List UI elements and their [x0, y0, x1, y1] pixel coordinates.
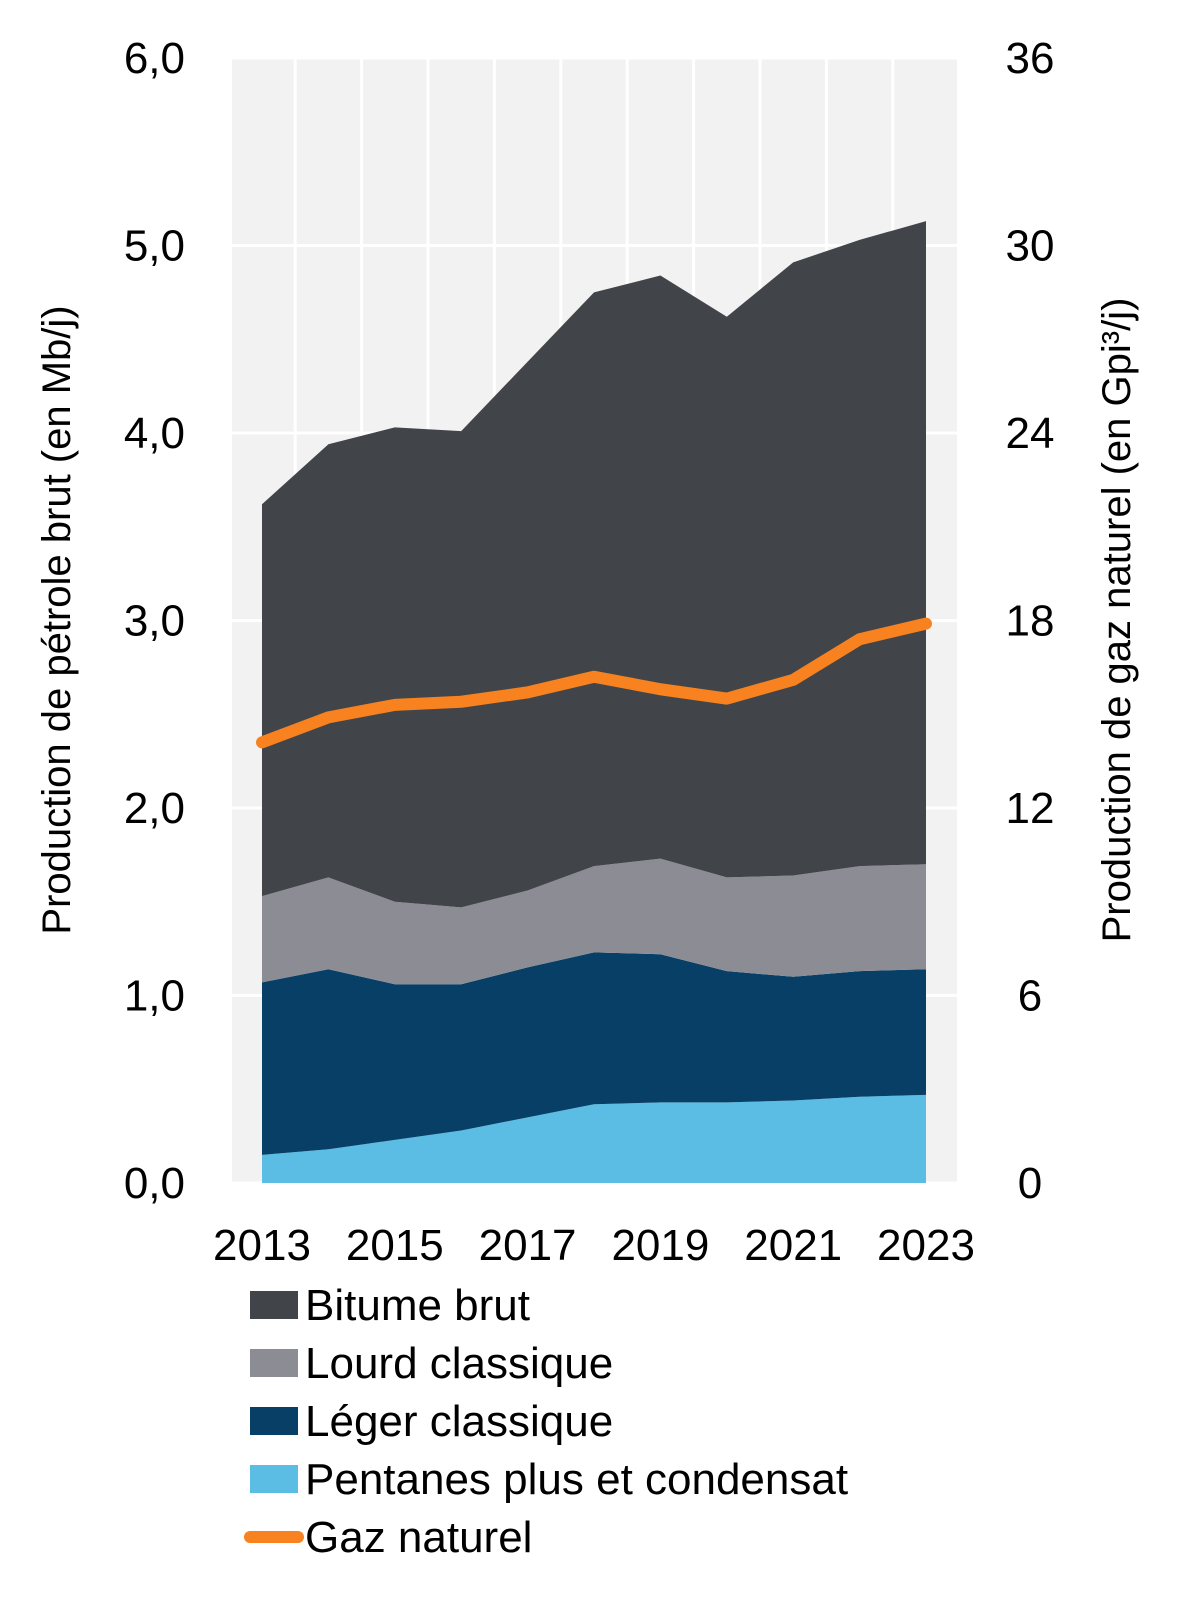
area-bitume-brut [262, 221, 926, 908]
x-tick-label: 2019 [611, 1221, 709, 1270]
y-tick-label: 5,0 [124, 222, 185, 271]
y-axis-left: 0,0 1,0 2,0 3,0 4,0 5,0 6,0 [124, 34, 185, 1208]
y-tick-label: 1,0 [124, 972, 185, 1021]
x-tick-label: 2021 [744, 1221, 842, 1270]
y-axis-right: 0 6 12 18 24 30 36 [1006, 34, 1055, 1208]
y2-tick-label: 30 [1006, 222, 1055, 271]
x-tick-label: 2013 [213, 1221, 311, 1270]
legend-label: Léger classique [305, 1397, 613, 1446]
legend-label: Bitume brut [305, 1281, 530, 1330]
y2-tick-label: 0 [1018, 1159, 1042, 1208]
x-axis: 2013 2015 2017 2019 2021 2023 [213, 1221, 975, 1270]
lines [256, 617, 932, 749]
y-tick-label: 4,0 [124, 409, 185, 458]
area-pentanes-plus-et-condensat [262, 1094, 926, 1183]
x-tick-label: 2023 [877, 1221, 975, 1270]
y-tick-label: 6,0 [124, 34, 185, 83]
area-lourd-classique [262, 858, 926, 985]
legend-label: Gaz naturel [305, 1513, 532, 1562]
area-l-ger-classique [262, 952, 926, 1155]
y2-tick-label: 6 [1018, 972, 1042, 1021]
legend-label: Lourd classique [305, 1339, 613, 1388]
legend-swatch [250, 1349, 298, 1377]
x-tick-label: 2017 [479, 1221, 577, 1270]
y-tick-label: 0,0 [124, 1159, 185, 1208]
y-axis-label: Production de pétrole brut (en Mb/j) [35, 305, 79, 934]
y-tick-label: 3,0 [124, 597, 185, 646]
y2-tick-label: 12 [1006, 784, 1055, 833]
y2-tick-label: 24 [1006, 409, 1055, 458]
areas [262, 221, 926, 1183]
legend-swatch [250, 1291, 298, 1319]
y2-tick-label: 36 [1006, 34, 1055, 83]
y-tick-label: 2,0 [124, 784, 185, 833]
y2-axis-label: Production de gaz naturel (en Gpi³/j) [1095, 298, 1139, 943]
legend-swatch [250, 1407, 298, 1435]
x-tick-label: 2015 [346, 1221, 444, 1270]
y2-tick-label: 18 [1006, 597, 1055, 646]
line-gaz-naturel [256, 617, 932, 749]
legend-swatch [250, 1465, 298, 1493]
legend: Bitume brut Lourd classique Léger classiqu… [244, 1281, 848, 1562]
legend-label: Pentanes plus et condensat [305, 1455, 848, 1504]
